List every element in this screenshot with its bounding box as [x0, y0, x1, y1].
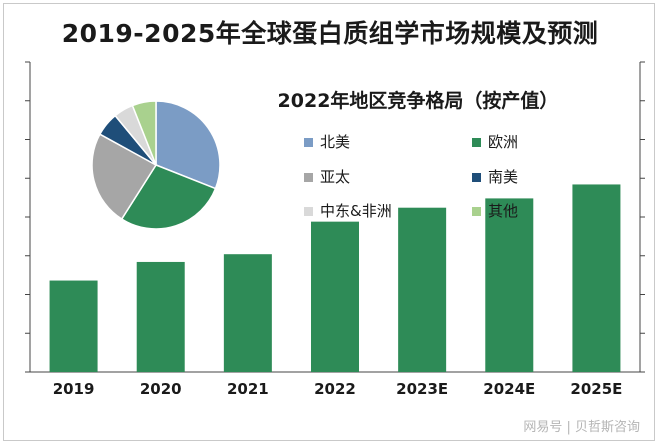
bars-group [49, 184, 621, 372]
pie-slice-其他 [131, 100, 157, 166]
x-tick-labels: 2019 2020 2021 2022 2023E 2024E 2025E [53, 380, 623, 398]
x-tick-label: 2024E [483, 380, 535, 398]
legend-swatch [304, 207, 313, 216]
bar-2023E [398, 207, 447, 372]
bar-2022 [311, 221, 359, 372]
legend-label: 北美 [320, 133, 350, 151]
bar-2024E [485, 198, 534, 372]
pie-slice-欧洲 [120, 164, 217, 230]
legend-swatch [472, 173, 481, 182]
bar-2019 [49, 280, 98, 372]
bar-2020 [136, 261, 185, 372]
bar-2025E [572, 184, 621, 372]
x-tick-label: 2023E [396, 380, 448, 398]
x-tick-label: 2025E [570, 380, 622, 398]
legend-swatch [304, 138, 313, 147]
x-tick-label: 2021 [227, 380, 269, 398]
x-tick-label: 2022 [314, 380, 356, 398]
legend-label: 欧洲 [488, 133, 518, 151]
legend-label: 中东&非洲 [320, 202, 392, 220]
legend-swatch [472, 207, 481, 216]
legend-label: 其他 [488, 202, 518, 220]
pie-slice-北美 [155, 100, 221, 190]
chart-title: 2019-2025年全球蛋白质组学市场规模及预测 [61, 19, 599, 48]
chart-frame [3, 3, 655, 441]
bar-2021 [223, 254, 272, 372]
legend-label: 亚太 [320, 168, 350, 186]
legend-swatch [472, 138, 481, 147]
pie-title: 2022年地区竞争格局（按产值） [278, 89, 559, 112]
x-tick-label: 2019 [53, 380, 95, 398]
legend-label: 南美 [488, 168, 518, 186]
pie-chart [91, 100, 221, 230]
watermark: 网易号 | 贝哲斯咨询 [523, 420, 640, 435]
x-tick-label: 2020 [140, 380, 182, 398]
pie-slice-亚太 [91, 133, 158, 221]
legend-swatch [304, 173, 313, 182]
